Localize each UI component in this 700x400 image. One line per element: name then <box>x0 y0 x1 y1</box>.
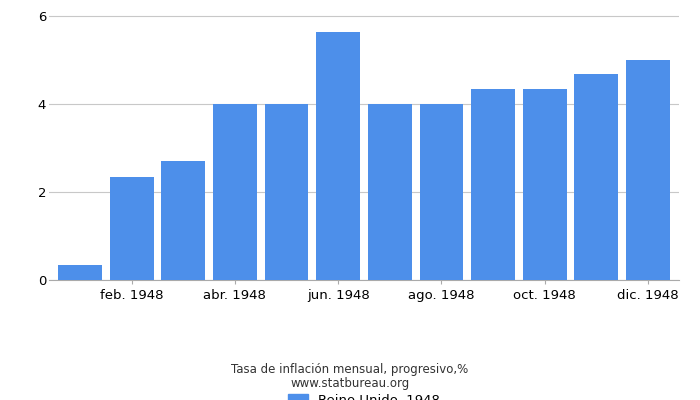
Legend: Reino Unido, 1948: Reino Unido, 1948 <box>283 389 445 400</box>
Bar <box>213 104 257 280</box>
Text: www.statbureau.org: www.statbureau.org <box>290 378 410 390</box>
Text: Tasa de inflación mensual, progresivo,%: Tasa de inflación mensual, progresivo,% <box>232 364 468 376</box>
Bar <box>161 161 205 280</box>
Bar <box>368 104 412 280</box>
Bar <box>110 177 153 280</box>
Bar <box>265 104 309 280</box>
Bar <box>471 89 515 280</box>
Bar <box>626 60 670 280</box>
Bar <box>58 265 102 280</box>
Bar <box>575 74 618 280</box>
Bar <box>523 89 567 280</box>
Bar <box>419 104 463 280</box>
Bar <box>316 32 360 280</box>
